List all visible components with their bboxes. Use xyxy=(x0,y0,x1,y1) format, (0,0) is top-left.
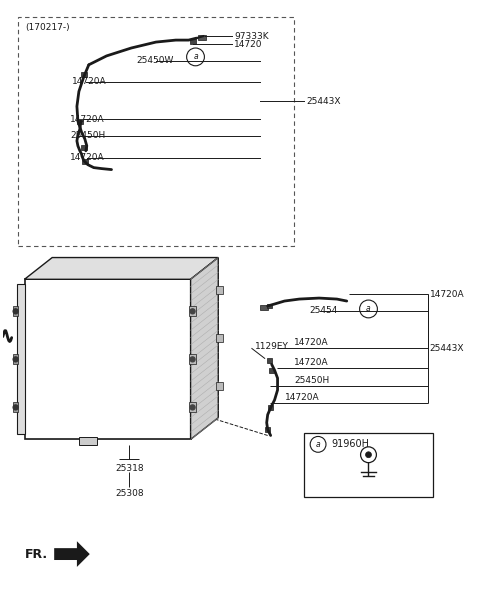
Text: 14720: 14720 xyxy=(234,40,263,49)
Text: (170217-): (170217-) xyxy=(25,23,70,32)
Text: 14720A: 14720A xyxy=(294,358,329,367)
Bar xyxy=(82,159,88,164)
Bar xyxy=(81,72,87,77)
Text: 25450W: 25450W xyxy=(136,57,174,65)
Text: 14720A: 14720A xyxy=(70,153,105,162)
Bar xyxy=(12,354,18,364)
Bar xyxy=(190,38,195,44)
Text: 25443X: 25443X xyxy=(306,97,341,106)
Polygon shape xyxy=(24,258,218,280)
Circle shape xyxy=(190,309,195,314)
Text: 25443X: 25443X xyxy=(430,344,464,353)
Text: 1129EY: 1129EY xyxy=(255,342,288,351)
Bar xyxy=(268,406,273,410)
Bar xyxy=(24,280,191,440)
Bar xyxy=(260,305,268,309)
Bar xyxy=(216,382,223,390)
Bar xyxy=(269,368,274,373)
Text: 25450H: 25450H xyxy=(294,376,330,385)
Text: 25454: 25454 xyxy=(309,306,337,315)
Circle shape xyxy=(13,309,18,314)
Bar xyxy=(189,354,195,364)
Text: 25450H: 25450H xyxy=(70,132,105,141)
Bar xyxy=(216,334,223,342)
Circle shape xyxy=(13,405,18,410)
Bar xyxy=(81,146,87,150)
Circle shape xyxy=(366,452,372,458)
Circle shape xyxy=(190,357,195,362)
Circle shape xyxy=(13,357,18,362)
Text: 14720A: 14720A xyxy=(72,77,107,86)
Text: a: a xyxy=(366,304,371,314)
Bar xyxy=(17,284,24,434)
Bar xyxy=(216,286,223,294)
Text: 14720A: 14720A xyxy=(430,290,465,298)
Polygon shape xyxy=(54,541,90,567)
Circle shape xyxy=(190,405,195,410)
Bar xyxy=(267,303,272,308)
Text: 14720A: 14720A xyxy=(70,114,105,124)
Bar xyxy=(189,306,195,316)
Bar xyxy=(189,403,195,412)
Text: 14720A: 14720A xyxy=(294,339,329,348)
Bar xyxy=(12,403,18,412)
Bar xyxy=(265,427,270,432)
Text: 91960H: 91960H xyxy=(331,439,369,449)
Bar xyxy=(199,35,206,40)
Bar xyxy=(79,437,96,445)
Bar xyxy=(12,306,18,316)
Text: a: a xyxy=(193,52,198,62)
Polygon shape xyxy=(191,258,218,440)
Bar xyxy=(304,432,433,497)
Bar xyxy=(77,119,83,124)
Text: 25308: 25308 xyxy=(115,489,144,498)
Text: a: a xyxy=(316,440,320,449)
Bar xyxy=(267,358,272,363)
FancyBboxPatch shape xyxy=(18,18,294,245)
Text: 97333K: 97333K xyxy=(234,32,269,41)
Text: 25318: 25318 xyxy=(115,464,144,473)
Text: 14720A: 14720A xyxy=(285,393,319,402)
Text: FR.: FR. xyxy=(24,547,48,560)
